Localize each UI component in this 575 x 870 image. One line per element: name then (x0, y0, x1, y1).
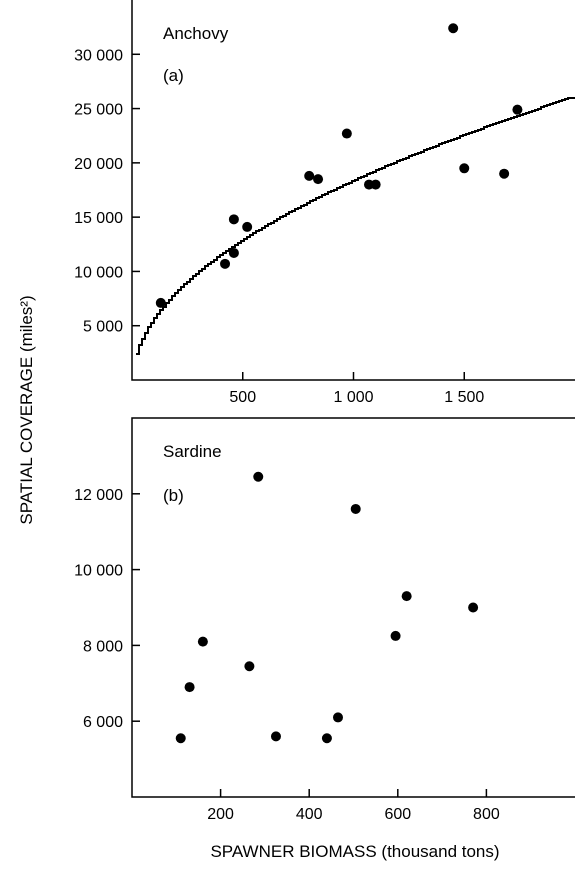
panel-b-frame (131, 417, 575, 798)
panel-a-y-ticks: 5 000 10 000 15 000 20 000 25 000 30 000 (74, 47, 140, 336)
data-point (244, 661, 255, 672)
y-tick-label: 10 000 (74, 563, 123, 580)
x-axis-label: SPAWNER BIOMASS (thousand tons) (210, 842, 499, 861)
data-point (184, 682, 195, 693)
data-point (242, 221, 253, 232)
data-point (370, 179, 381, 190)
data-point (228, 214, 239, 225)
panel-a: Anchovy (a) 5 000 10 000 15 000 20 000 25 00… (74, 0, 575, 406)
data-point (512, 104, 523, 115)
y-axis-label: SPATIAL COVERAGE (miles²) (17, 295, 36, 524)
data-point (341, 128, 352, 139)
x-tick-label: 800 (473, 806, 500, 823)
data-point (468, 602, 479, 613)
y-tick-label: 25 000 (74, 102, 123, 119)
data-point (270, 731, 281, 742)
panel-b-y-ticks: 6 000 8 000 10 000 12 000 (74, 487, 140, 731)
y-tick-label: 5 000 (83, 319, 123, 336)
data-point (350, 503, 361, 514)
panel-a-fit-curve (136, 97, 575, 355)
panel-a-points (155, 23, 523, 308)
panel-b-x-ticks: 200 400 600 800 (207, 789, 500, 823)
x-tick-label: 200 (207, 806, 234, 823)
x-tick-label: 500 (229, 389, 256, 406)
y-tick-label: 8 000 (83, 638, 123, 655)
y-tick-label: 20 000 (74, 156, 123, 173)
data-point (220, 258, 231, 269)
data-point (175, 733, 186, 744)
panel-b-label: (b) (163, 486, 184, 505)
data-point (390, 630, 401, 641)
y-tick-label: 15 000 (74, 210, 123, 227)
data-point (228, 247, 239, 258)
panel-a-label: (a) (163, 66, 184, 85)
data-point (321, 733, 332, 744)
y-tick-label: 12 000 (74, 487, 123, 504)
data-point (499, 168, 510, 179)
data-point (155, 297, 166, 308)
panel-b: Sardine (b) 6 000 8 000 10 000 12 000 200 40… (74, 417, 575, 823)
panel-a-x-ticks: 500 1 000 1 500 (229, 372, 484, 406)
y-tick-label: 10 000 (74, 264, 123, 281)
y-tick-label: 6 000 (83, 714, 123, 731)
data-point (197, 636, 208, 647)
x-tick-label: 1 000 (333, 389, 373, 406)
panel-a-frame (131, 0, 575, 381)
data-point (253, 471, 264, 482)
x-tick-label: 600 (384, 806, 411, 823)
panel-b-points (175, 471, 479, 744)
x-tick-label: 1 500 (444, 389, 484, 406)
y-tick-label: 30 000 (74, 47, 123, 64)
x-tick-label: 400 (296, 806, 323, 823)
data-point (313, 174, 324, 185)
data-point (304, 170, 315, 181)
data-point (448, 23, 459, 34)
panel-b-title: Sardine (163, 442, 222, 461)
data-point (332, 712, 343, 723)
data-point (459, 163, 470, 174)
panel-a-title: Anchovy (163, 24, 229, 43)
data-point (401, 591, 412, 602)
